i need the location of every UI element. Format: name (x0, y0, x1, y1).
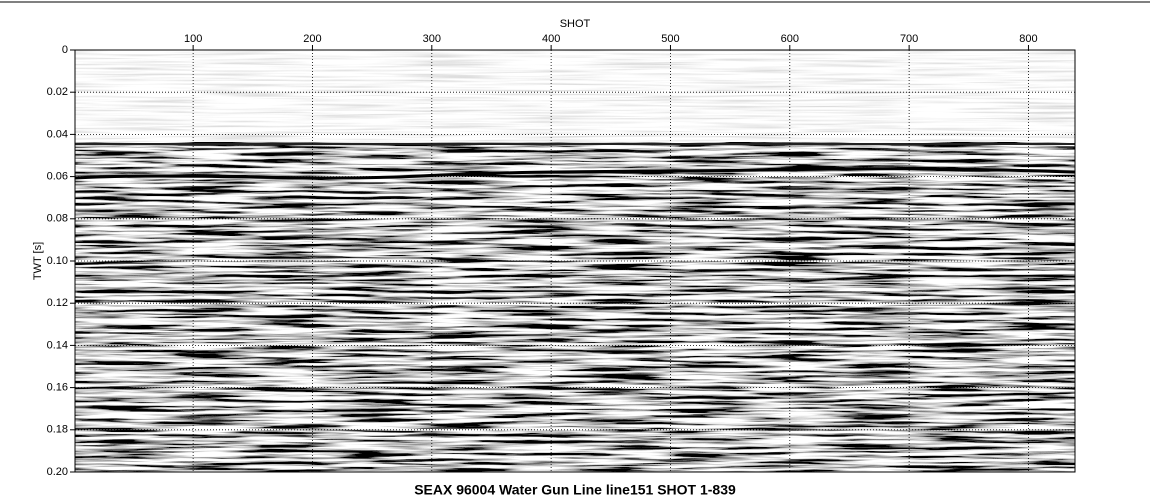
x-tick-label: 400 (542, 33, 560, 45)
y-tick-label: 0.08 (47, 213, 68, 225)
y-tick-label: 0.16 (47, 382, 68, 394)
x-tick-label: 600 (781, 33, 799, 45)
y-tick-label: 0.18 (47, 424, 68, 436)
water-column (75, 50, 1075, 142)
x-tick-label: 500 (661, 33, 679, 45)
y-tick-label: 0.14 (47, 339, 68, 351)
seismic-texture (75, 142, 1075, 472)
x-tick-label: 800 (1019, 33, 1037, 45)
y-tick-label: 0.10 (47, 255, 68, 267)
y-tick-label: 0.06 (47, 171, 68, 183)
y-tick-label: 0.04 (47, 128, 68, 140)
x-tick-label: 200 (303, 33, 321, 45)
plot-area (74, 49, 1076, 473)
chart-title: SEAX 96004 Water Gun Line line151 SHOT 1… (414, 482, 736, 498)
y-axis-label: TWT [s] (32, 242, 44, 280)
x-tick-label: 100 (184, 33, 202, 45)
x-axis-label: SHOT (560, 18, 591, 30)
y-tick-label: 0 (62, 44, 68, 56)
x-tick-label: 300 (423, 33, 441, 45)
x-tick-label: 700 (900, 33, 918, 45)
y-tick-label: 0.02 (47, 86, 68, 98)
y-tick-label: 0.12 (47, 297, 68, 309)
y-tick-label: 0.20 (47, 466, 68, 478)
